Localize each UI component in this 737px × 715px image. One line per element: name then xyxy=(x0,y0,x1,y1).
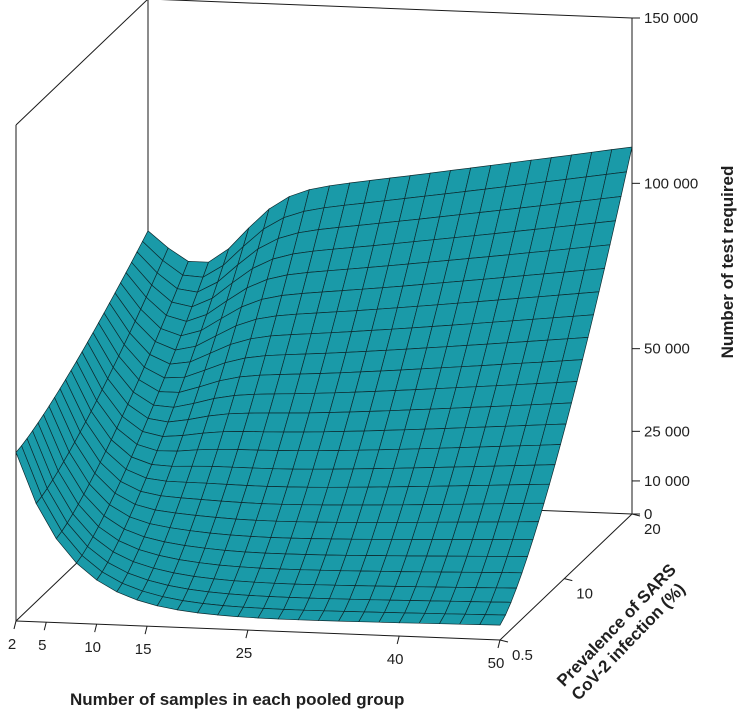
x-tick-label: 25 xyxy=(236,645,253,662)
x-tick-label: 10 xyxy=(84,639,101,656)
surface-mesh xyxy=(15,146,633,626)
box-edge-back-1 xyxy=(160,0,633,19)
x-tick-mark xyxy=(43,622,47,631)
x-tick-label: 5 xyxy=(38,637,46,654)
y-tick-mark xyxy=(499,639,509,643)
box-edge-front-1 xyxy=(499,513,633,641)
x-tick-mark xyxy=(94,624,98,633)
z-tick-label: 0 xyxy=(644,506,652,523)
z-tick-label: 10 000 xyxy=(644,473,690,490)
surface-patch xyxy=(479,614,507,626)
x-tick-label: 50 xyxy=(488,655,505,672)
x-tick-mark xyxy=(396,635,400,645)
z-axis-title: Number of test required xyxy=(718,166,737,359)
y-axis-title-line-1: Prevalence of SARS xyxy=(553,560,680,690)
z-tick-label: 100 000 xyxy=(644,175,698,192)
y-axis-title: Prevalence of SARS CoV-2 infection (%) xyxy=(553,560,689,704)
x-tick-mark xyxy=(497,639,501,649)
box-edge-front-0 xyxy=(15,620,501,641)
z-tick-label: 50 000 xyxy=(644,341,690,358)
x-tick-mark xyxy=(144,626,148,635)
box-edge-back-4 xyxy=(15,0,148,126)
y-tick-label: 20 xyxy=(644,521,661,538)
x-tick-mark xyxy=(13,620,17,630)
y-tick-label: 0.5 xyxy=(512,647,533,664)
x-tick-label: 15 xyxy=(135,641,152,658)
z-tick-label: 150 000 xyxy=(644,10,698,27)
x-tick-label: 2 xyxy=(8,636,16,653)
x-axis-title: Number of samples in each pooled group xyxy=(70,690,404,709)
z-tick-label: 25 000 xyxy=(644,423,690,440)
x-tick-label: 40 xyxy=(387,651,404,668)
y-tick-label: 10 xyxy=(576,586,593,603)
y-tick-mark xyxy=(564,578,573,582)
x-tick-mark xyxy=(245,629,249,639)
